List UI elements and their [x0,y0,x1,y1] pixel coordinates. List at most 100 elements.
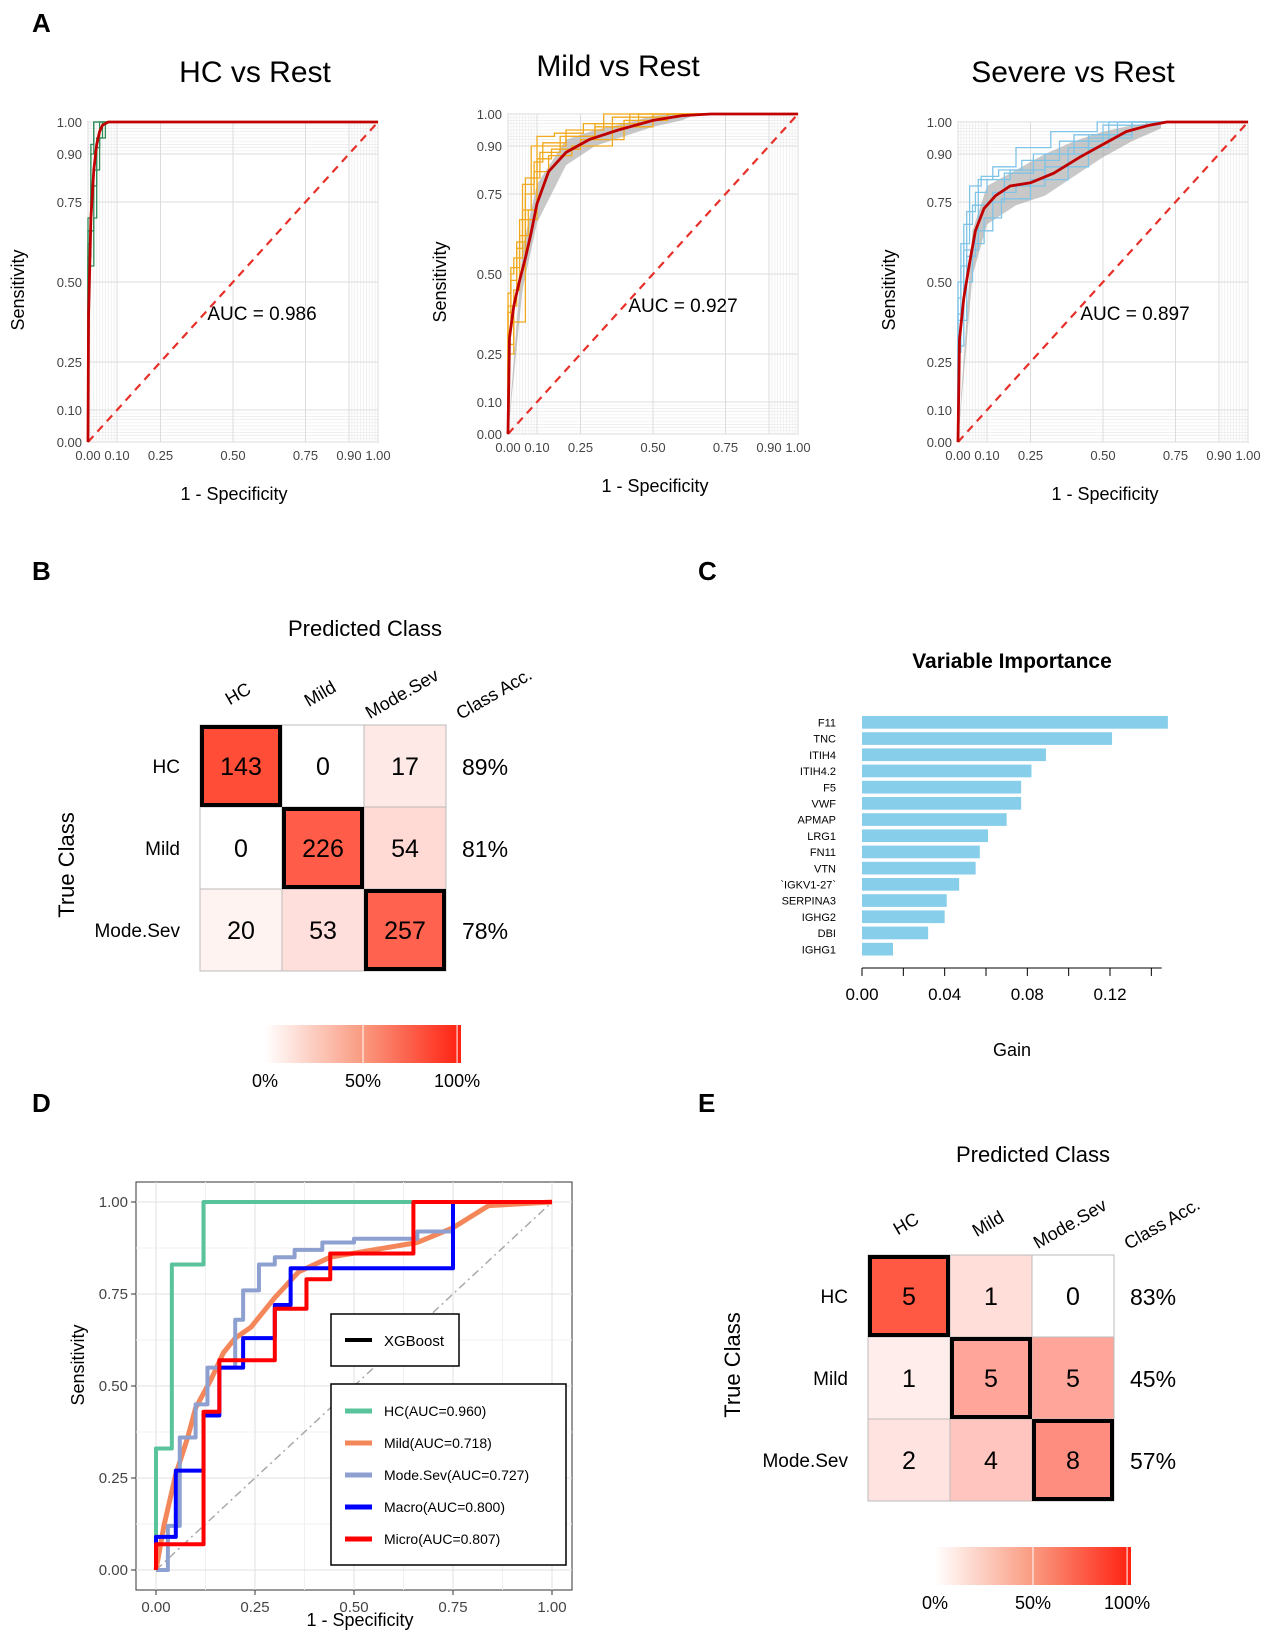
heat-e-diagonal-box [868,1255,950,1337]
panel-label-c: C [698,556,717,586]
heat-e-cell [1031,1418,1115,1502]
heat-e-cell-value: 0 [1066,1283,1080,1311]
roc-d-xlabel: 1 - Specificity [306,1610,413,1630]
roc-severe-x-tick-label: 0.90 [1206,448,1231,463]
roc-mild-y-tick-label: 0.75 [477,187,502,202]
heat-e-cell [1031,1336,1115,1420]
roc-mild-ylabel: Sensitivity [430,241,450,322]
roc-d-x-tick-label: 1.00 [537,1599,566,1616]
importance-label: FN11 [810,847,836,859]
heat-e-colorbar-label: 0% [922,1593,948,1613]
roc-mild-y-tick-label: 0.10 [477,395,502,410]
importance-label: APMAP [797,815,836,827]
roc-d-y-tick-label: 0.50 [99,1378,128,1395]
heat-e-diagonal-box [1032,1419,1114,1501]
roc-mild-title: Mild vs Rest [536,50,700,83]
heat-e-row-label: HC [821,1287,848,1308]
roc-d-legend-title: XGBoost [384,1333,445,1350]
heat-e-cell-value: 4 [984,1447,998,1475]
roc-hc-x-tick-label: 0.00 [75,448,100,463]
roc-mild-vs-rest: Mild vs Rest 1 - Specificity Sensitivity… [430,50,811,496]
roc-d-legend-label: Mild(AUC=0.718) [384,1435,492,1451]
roc-severe-y-tick-label: 0.00 [927,435,952,450]
roc-d-x-tick-label: 0.50 [339,1599,368,1616]
heat-b-column-label: Mild [301,677,340,711]
importance-bar [862,910,945,924]
heat-e-colorbar-label: 100% [1104,1593,1150,1613]
heat-e-column-label: Mild [969,1207,1008,1241]
heat-e-cell [949,1254,1033,1338]
roc-mild-y-tick-label: 0.25 [477,347,502,362]
heat-e-row-label: Mild [813,1369,848,1390]
heat-b-cell [363,806,447,890]
heat-b-cell [199,724,283,808]
roc-d-legend-label: HC(AUC=0.960) [384,1403,486,1419]
roc-hc-chance-line [87,121,379,443]
heat-e-cell-value: 8 [1066,1447,1080,1475]
heat-b-cell-value: 53 [309,917,337,945]
roc-severe-x-tick-label: 1.00 [1235,448,1260,463]
roc-hc-x-tick-label: 0.75 [293,448,318,463]
panel-label-b: B [32,556,51,586]
heat-b-column-label: Mode.Sev [362,665,442,723]
roc-d-x-tick-label: 0.00 [141,1599,170,1616]
roc-mild-x-tick-label: 0.90 [756,440,781,455]
importance-x-tick-label: 0.08 [1011,985,1044,1004]
confusion-matrix-e: Predicted Class True Class HC 5 1 0 83% Mild 1… [720,1142,1203,1613]
importance-bar [862,861,976,875]
roc-d-y-tick-label: 0.25 [99,1470,128,1487]
heat-b-column-label: HC [222,679,255,709]
roc-hc-title: HC vs Rest [179,56,331,89]
roc-mild-chance-line [507,113,799,435]
heat-e-cell-value: 5 [902,1283,916,1311]
heat-b-class-acc: 81% [462,836,508,862]
roc-d-series-line [153,1199,553,1571]
roc-mild-y-tick-label: 0.00 [477,427,502,442]
heat-b-title: Predicted Class [288,616,442,641]
roc-severe-fold-curve [957,121,1248,442]
heat-b-column-label: Class Acc. [453,664,536,723]
heat-b-diagonal-box [364,889,446,971]
roc-hc-y-tick-label: 0.10 [57,403,82,418]
roc-severe-fold-curve [957,121,1248,442]
heat-b-row-label: HC [153,757,180,778]
roc-severe-x-tick-label: 0.75 [1163,448,1188,463]
roc-d-legend-label: Macro(AUC=0.800) [384,1499,505,1515]
heat-b-cell-value: 54 [391,835,419,863]
heat-b-cell-value: 143 [220,753,262,781]
importance-bar [862,764,1032,778]
heat-b-class-acc: 78% [462,918,508,944]
roc-d-series-line [154,1200,552,1570]
importance-bar [862,813,1007,826]
importance-bar [862,780,1022,794]
heat-e-column-label: Mode.Sev [1030,1195,1110,1253]
heat-b-colorbar-label: 50% [345,1071,381,1091]
roc-severe-title: Severe vs Rest [971,56,1175,89]
roc-mild-y-tick-label: 0.50 [477,267,502,282]
importance-title: Variable Importance [912,650,1112,673]
heat-b-row-label: Mild [145,839,180,860]
variable-importance-chart: Variable Importance Gain F11 TNC ITIH4 ITIH… [780,650,1168,1060]
importance-label: F5 [823,782,836,794]
heat-b-cell-value: 17 [391,753,419,781]
roc-hc-mean-curve [86,120,378,443]
heat-b-cell [281,888,365,972]
heat-e-title: Predicted Class [956,1142,1110,1167]
roc-d-legend-label: Micro(AUC=0.807) [384,1531,500,1547]
heat-e-cell [1031,1254,1115,1338]
heat-e-row-label: Mode.Sev [762,1451,848,1472]
heat-e-cell-value: 1 [984,1283,998,1311]
heat-e-class-acc: 45% [1130,1366,1176,1392]
roc-mild-x-tick-label: 0.25 [568,440,593,455]
importance-label: F11 [818,718,836,730]
heat-b-cell-value: 0 [234,835,248,863]
heat-b-cell [363,724,447,808]
roc-d-y-tick-label: 1.00 [99,1194,128,1211]
importance-bar [862,942,893,956]
importance-label: ITIH4 [809,750,836,762]
roc-severe-y-tick-label: 0.50 [927,275,952,290]
roc-hc-x-tick-label: 0.25 [148,448,173,463]
roc-d-y-tick-label: 0.00 [99,1562,128,1579]
roc-hc-ylabel: Sensitivity [8,249,28,330]
roc-hc-auc: AUC = 0.986 [207,304,316,325]
